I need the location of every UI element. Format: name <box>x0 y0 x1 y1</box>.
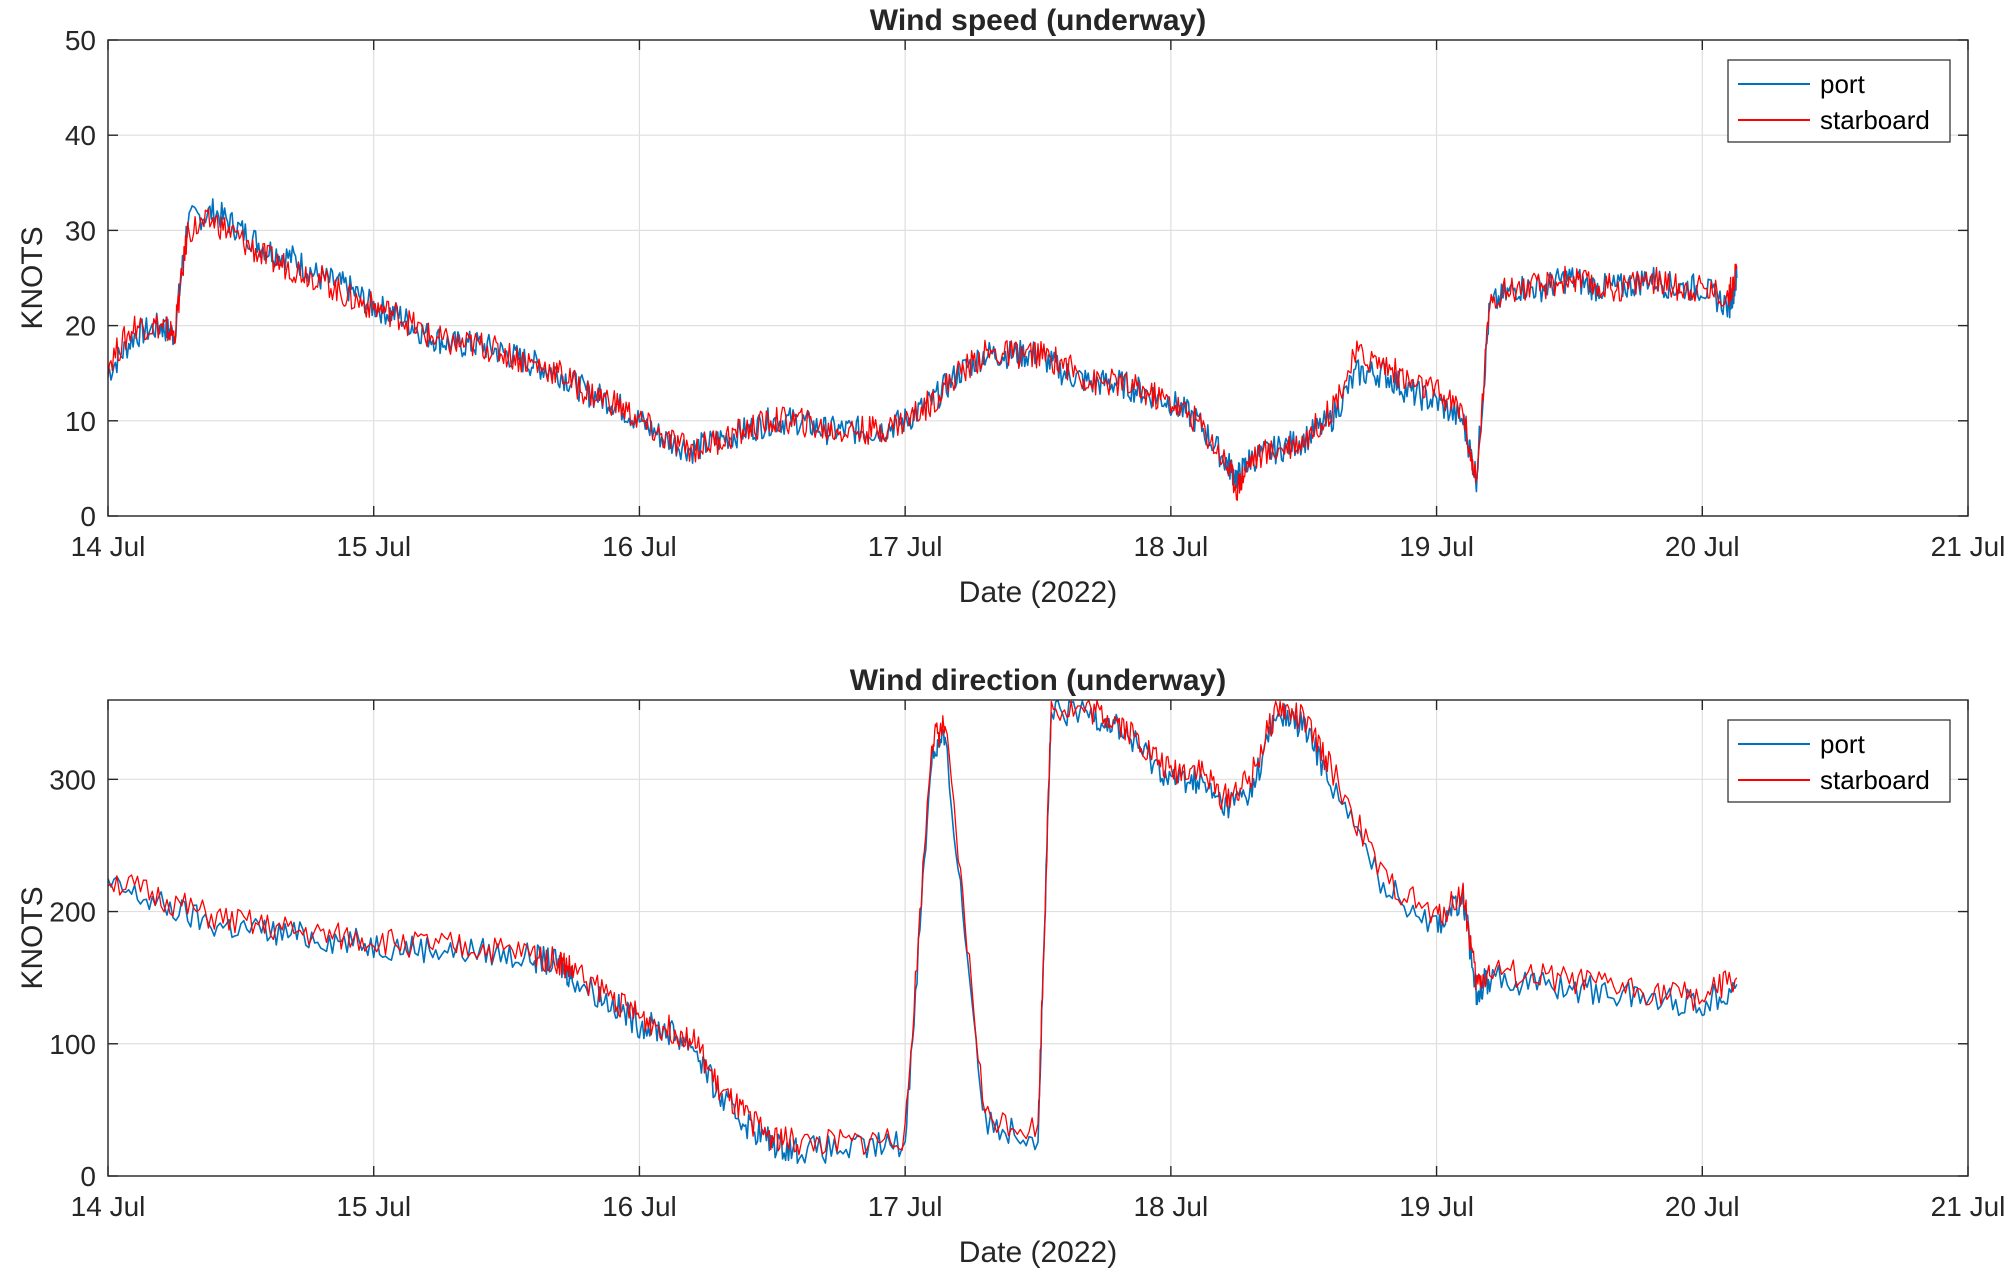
x-tick-label: 18 Jul <box>1133 531 1208 562</box>
legend: port starboard <box>1727 59 1951 143</box>
series-line-port <box>107 699 1738 1164</box>
legend-label-port: port <box>1820 69 1866 99</box>
y-tick-label: 100 <box>49 1029 96 1060</box>
x-tick-label: 19 Jul <box>1399 1191 1474 1222</box>
x-tick-label: 14 Jul <box>71 1191 146 1222</box>
chart-title: Wind speed (underway) <box>870 4 1206 37</box>
y-tick-label: 30 <box>65 215 96 246</box>
series-line-starboard <box>107 699 1738 1156</box>
y-tick-label: 0 <box>80 1161 96 1192</box>
x-tick-label: 19 Jul <box>1399 531 1474 562</box>
x-axis-label: Date (2022) <box>959 576 1117 609</box>
x-tick-label: 21 Jul <box>1931 1191 2006 1222</box>
x-tick-label: 20 Jul <box>1665 1191 1740 1222</box>
plot-frame <box>107 39 1969 517</box>
x-tick-label: 17 Jul <box>868 1191 943 1222</box>
x-tick-label: 16 Jul <box>602 531 677 562</box>
series-line-starboard <box>107 208 1738 501</box>
y-ticks: 0 100 200 300 <box>49 764 1968 1192</box>
plot-frame <box>107 699 1969 1177</box>
y-axis-label: KNOTS <box>16 226 49 329</box>
x-tick-label: 20 Jul <box>1665 531 1740 562</box>
series-lines <box>107 198 1738 501</box>
chart-title: Wind direction (underway) <box>850 664 1226 697</box>
x-tick-label: 15 Jul <box>336 1191 411 1222</box>
x-tick-label: 14 Jul <box>71 531 146 562</box>
wind-direction-panel: 14 Jul 15 Jul 16 Jul 17 Jul 18 Jul 19 Jul 20 J… <box>16 664 2005 1269</box>
x-tick-label: 18 Jul <box>1133 1191 1208 1222</box>
x-ticks: 14 Jul 15 Jul 16 Jul 17 Jul 18 Jul 19 Jul 20 J… <box>71 40 2006 562</box>
legend-box <box>1727 719 1951 803</box>
y-tick-label: 40 <box>65 120 96 151</box>
x-tick-label: 17 Jul <box>868 531 943 562</box>
y-tick-label: 50 <box>65 25 96 56</box>
legend-box <box>1727 59 1951 143</box>
legend-label-starboard: starboard <box>1820 105 1930 135</box>
y-tick-label: 20 <box>65 311 96 342</box>
series-lines <box>107 699 1738 1164</box>
y-tick-label: 10 <box>65 406 96 437</box>
panel-background <box>0 0 2008 640</box>
y-tick-label: 0 <box>80 501 96 532</box>
legend-label-port: port <box>1820 729 1866 759</box>
y-ticks: 0 10 20 30 40 50 <box>65 25 1968 532</box>
x-ticks: 14 Jul 15 Jul 16 Jul 17 Jul 18 Jul 19 Jul 20 J… <box>71 700 2006 1222</box>
x-tick-label: 21 Jul <box>1931 531 2006 562</box>
legend: port starboard <box>1727 719 1951 803</box>
y-tick-label: 300 <box>49 764 96 795</box>
wind-speed-panel: 14 Jul 15 Jul 16 Jul 17 Jul 18 Jul 19 Jul 20 J… <box>0 0 2008 640</box>
legend-label-starboard: starboard <box>1820 765 1930 795</box>
x-axis-label: Date (2022) <box>959 1236 1117 1269</box>
y-axis-label: KNOTS <box>16 886 49 989</box>
x-tick-label: 15 Jul <box>336 531 411 562</box>
x-tick-label: 16 Jul <box>602 1191 677 1222</box>
y-tick-label: 200 <box>49 897 96 928</box>
